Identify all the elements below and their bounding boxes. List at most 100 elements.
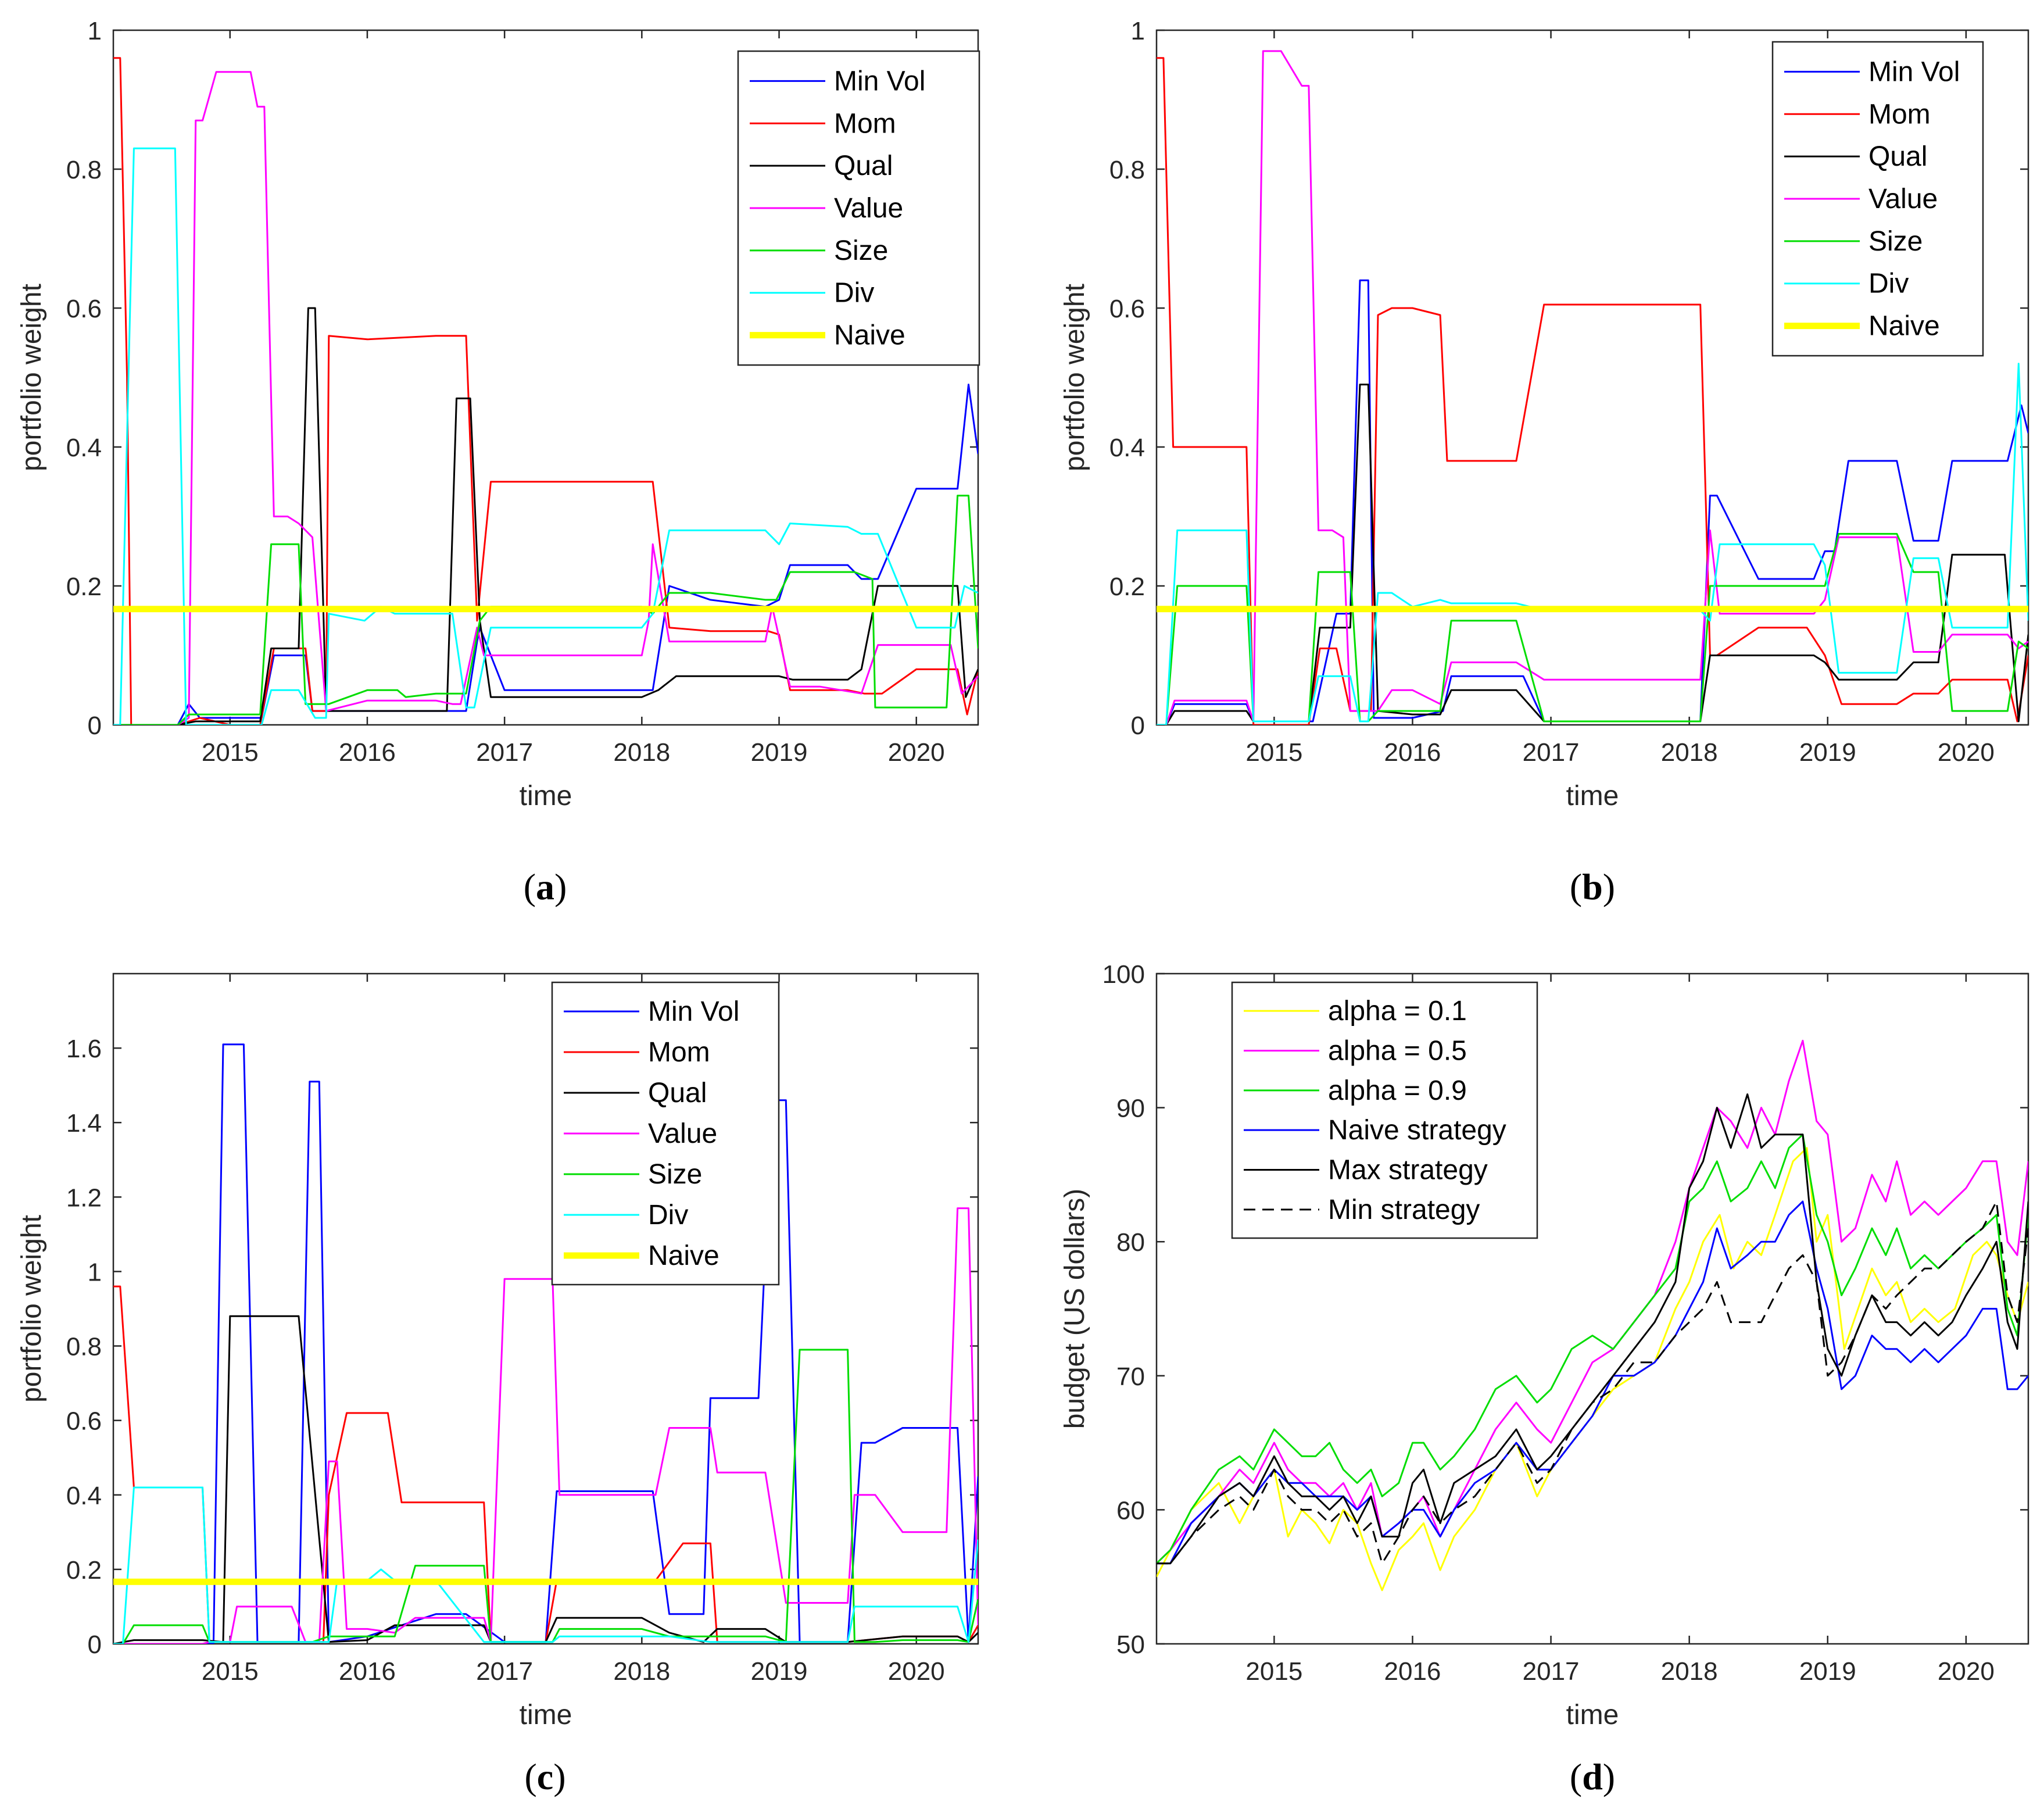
legend-box xyxy=(1231,981,1538,1239)
series-line-alpha-0-9 xyxy=(1157,1133,2028,1564)
y-tick-label: 70 xyxy=(1116,1363,1145,1391)
series-line-mom xyxy=(113,57,978,725)
y-axis-label: portfolio weight xyxy=(16,284,47,471)
legend: Min Vol Mom Qual Value Size Div Naive xyxy=(551,981,780,1286)
plot-area xyxy=(112,972,979,1645)
legend-label: Div xyxy=(1868,269,1909,299)
y-tick-label: 60 xyxy=(1116,1496,1145,1525)
caption-close-paren: ) xyxy=(1603,866,1615,907)
x-tick-label: 2020 xyxy=(1938,1657,1995,1686)
legend-label: Mom xyxy=(648,1037,710,1068)
legend-label: Div xyxy=(834,278,874,309)
y-tick-label: 0.2 xyxy=(66,573,102,601)
legend-label: Mom xyxy=(1868,99,1931,130)
x-tick-label: 2020 xyxy=(888,1657,945,1686)
series-line-div xyxy=(113,1486,978,1644)
legend-label: Size xyxy=(648,1159,702,1190)
legend-box xyxy=(551,981,780,1286)
plot-series-group xyxy=(113,1043,978,1644)
y-tick-label: 1.2 xyxy=(66,1183,102,1212)
caption-open-paren: ( xyxy=(524,1756,536,1797)
caption-letter: b xyxy=(1582,866,1603,907)
x-tick-label: 2015 xyxy=(202,738,259,767)
y-axis-label: portfolio weight xyxy=(16,1215,47,1403)
y-tick-label: 0.8 xyxy=(66,156,102,184)
x-tick-label: 2020 xyxy=(1938,738,1995,767)
y-tick-label: 0 xyxy=(88,711,102,740)
y-tick-label: 0.4 xyxy=(66,434,102,462)
caption-close-paren: ) xyxy=(554,866,567,907)
series-line-min-strategy xyxy=(1157,1200,2028,1565)
caption-open-paren: ( xyxy=(1570,1756,1582,1797)
chart-panel-a: 2015 2016 2017 2018 2019 2020 0 0.2 0.4 0.6 0.8 1 ti… xyxy=(16,17,980,907)
legend-label: Max strategy xyxy=(1328,1155,1488,1186)
y-tick-label: 0.4 xyxy=(66,1482,102,1510)
panel-caption: (a) xyxy=(524,866,567,907)
y-tick-label: 0.8 xyxy=(1109,156,1145,184)
series-line-value xyxy=(1157,50,2028,725)
legend-label: Size xyxy=(1868,226,1923,257)
series-line-value xyxy=(113,71,978,725)
legend-label: Naive xyxy=(834,320,905,351)
x-axis-label: time xyxy=(1566,781,1619,811)
x-tick-label: 2019 xyxy=(1799,738,1856,767)
series-line-min-vol xyxy=(113,1043,978,1644)
caption-open-paren: ( xyxy=(1570,866,1582,907)
legend-label: Value xyxy=(648,1118,717,1149)
legend-label: Div xyxy=(648,1200,688,1231)
series-line-max-strategy xyxy=(1157,1093,2028,1565)
y-tick-label: 90 xyxy=(1116,1095,1145,1123)
legend-label: Size xyxy=(834,235,888,266)
y-tick-label: 0 xyxy=(1131,711,1145,740)
x-tick-label: 2019 xyxy=(751,1657,808,1686)
y-axis-label: budget (US dollars) xyxy=(1059,1189,1090,1429)
y-tick-label: 0.6 xyxy=(66,1407,102,1436)
y-tick-label: 80 xyxy=(1116,1228,1145,1257)
plot-series-group xyxy=(1157,50,2028,725)
legend: alpha = 0.1 alpha = 0.5 alpha = 0.9 Naive s… xyxy=(1231,981,1538,1239)
y-tick-label: 0.2 xyxy=(66,1556,102,1585)
panel-caption: (b) xyxy=(1570,866,1615,907)
y-axis-label: portfolio weight xyxy=(1059,284,1090,471)
x-tick-label: 2017 xyxy=(1523,1657,1580,1686)
y-tick-label: 1 xyxy=(88,17,102,45)
x-tick-label: 2017 xyxy=(476,738,533,767)
chart-panel-b: 2015 2016 2017 2018 2019 2020 0 0.2 0.4 0.6 0.8 1 ti… xyxy=(1059,17,2029,907)
legend-label: Min strategy xyxy=(1328,1195,1480,1225)
legend-label: alpha = 0.9 xyxy=(1328,1075,1467,1106)
x-tick-label: 2016 xyxy=(339,1657,396,1686)
caption-close-paren: ) xyxy=(553,1756,565,1797)
series-line-qual xyxy=(113,307,978,725)
series-line-naive-strategy xyxy=(1157,1200,2028,1565)
legend-label: Min Vol xyxy=(1868,56,1960,87)
legend: Min Vol Mom Qual Value Size Div Naive xyxy=(737,50,980,366)
series-line-size xyxy=(1157,532,2028,725)
plot-series-group xyxy=(113,57,978,725)
legend-label: Qual xyxy=(648,1078,707,1108)
x-tick-label: 2017 xyxy=(476,1657,533,1686)
legend-label: Min Vol xyxy=(834,66,925,96)
x-tick-label: 2015 xyxy=(1245,1657,1302,1686)
legend-label: Naive strategy xyxy=(1328,1115,1506,1146)
x-tick-label: 2019 xyxy=(751,738,808,767)
y-tick-label: 1.6 xyxy=(66,1035,102,1063)
x-tick-label: 2016 xyxy=(1384,738,1441,767)
chart-panel-d: 2015 2016 2017 2018 2019 2020 50 60 70 80 90 100 tim… xyxy=(1059,960,2029,1797)
legend-label: Min Vol xyxy=(648,996,739,1027)
panel-caption: (d) xyxy=(1570,1756,1615,1797)
caption-letter: a xyxy=(536,866,554,907)
y-tick-label: 0.4 xyxy=(1109,434,1145,462)
x-axis-label: time xyxy=(1566,1700,1619,1730)
plot-series-group xyxy=(1157,1039,2028,1592)
legend-label: alpha = 0.5 xyxy=(1328,1036,1467,1067)
panel-caption: (c) xyxy=(524,1756,565,1797)
legend-label: Mom xyxy=(834,108,896,139)
y-tick-label: 100 xyxy=(1102,960,1145,989)
y-tick-label: 50 xyxy=(1116,1630,1145,1659)
series-line-value xyxy=(113,1207,978,1644)
x-tick-label: 2020 xyxy=(888,738,945,767)
x-tick-label: 2018 xyxy=(1661,738,1718,767)
y-tick-label: 1 xyxy=(1131,17,1145,45)
series-line-mom xyxy=(1157,57,2028,725)
